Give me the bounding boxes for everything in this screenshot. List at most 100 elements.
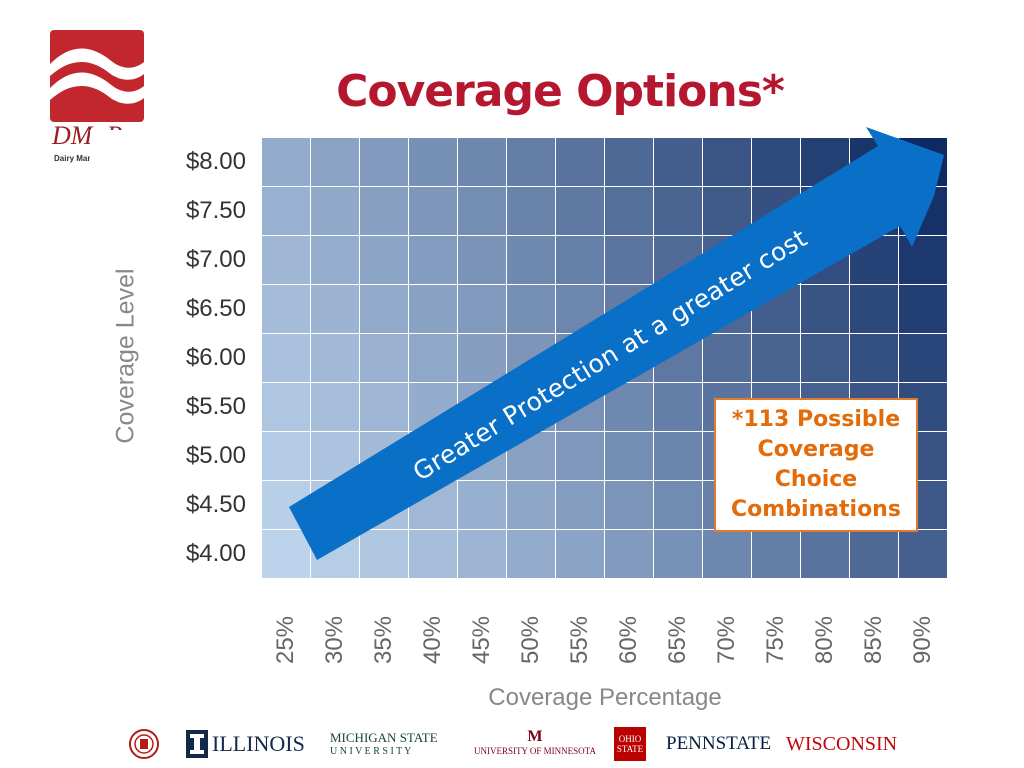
y-tick-label: $5.50 — [185, 392, 246, 420]
minnesota-text: UNIVERSITY OF MINNESOTA — [474, 746, 596, 756]
heatmap-cell — [409, 334, 457, 382]
heatmap-cell — [458, 481, 506, 529]
heatmap-cell — [311, 285, 359, 333]
x-tick-label: 80% — [810, 615, 838, 665]
heatmap-cell — [899, 334, 947, 382]
heatmap-cell — [801, 138, 849, 186]
heatmap-cell — [458, 138, 506, 186]
minnesota-m-icon: M — [527, 728, 543, 745]
heatmap-cell — [262, 432, 310, 480]
illinois-text: ILLINOIS — [212, 731, 305, 756]
x-tick-label: 40% — [419, 615, 447, 665]
page-title: Coverage Options* — [336, 66, 785, 117]
heatmap-cell — [605, 383, 653, 431]
y-tick-label: $7.00 — [185, 246, 246, 274]
heatmap-cell — [360, 383, 408, 431]
heatmap-cell — [311, 432, 359, 480]
x-tick-label: 60% — [614, 615, 642, 665]
y-tick-label: $8.00 — [185, 148, 246, 176]
x-tick-label: 30% — [321, 615, 349, 665]
cornell-seal-icon — [128, 722, 160, 766]
illinois-logo: ILLINOIS — [186, 722, 305, 766]
heatmap-cell — [605, 432, 653, 480]
logo-waves-icon — [50, 30, 144, 122]
heatmap-cell — [360, 334, 408, 382]
heatmap-cell — [507, 481, 555, 529]
heatmap-cell — [850, 285, 898, 333]
heatmap-cell — [556, 236, 604, 284]
heatmap-cell — [703, 334, 751, 382]
illinois-i-icon — [186, 730, 208, 758]
dmpp-logo: DM~P Dairy Marke — [50, 30, 144, 163]
x-tick-label: 45% — [468, 615, 496, 665]
heatmap-cell — [605, 236, 653, 284]
x-tick-label: 90% — [908, 615, 936, 665]
heatmap-cell — [605, 138, 653, 186]
heatmap-cell — [507, 187, 555, 235]
heatmap-cell — [409, 285, 457, 333]
heatmap-cell — [752, 138, 800, 186]
annotation-line-1: *113 Possible — [731, 407, 901, 432]
x-tick-label: 25% — [272, 615, 300, 665]
ohio-state-text: OHIO STATE — [614, 727, 646, 761]
msu-sub: U N I V E R S I T Y — [330, 746, 412, 757]
heatmap-cell — [801, 187, 849, 235]
heatmap-cell — [605, 530, 653, 578]
heatmap-cell — [654, 138, 702, 186]
heatmap-cell — [899, 187, 947, 235]
heatmap-cell — [458, 285, 506, 333]
y-tick-label: $4.50 — [185, 490, 246, 518]
y-tick-label: $6.50 — [185, 295, 246, 323]
heatmap-cell — [556, 138, 604, 186]
heatmap-cell — [703, 530, 751, 578]
y-tick-label: $4.00 — [185, 539, 246, 567]
annotation-box: *113 Possible Coverage Choice Combinatio… — [714, 398, 918, 532]
heatmap-cell — [752, 530, 800, 578]
x-axis-title: Coverage Percentage — [488, 684, 722, 711]
heatmap-cell — [262, 187, 310, 235]
heatmap-cell — [311, 383, 359, 431]
ohio-state-logo: OHIO STATE — [614, 722, 646, 766]
heatmap-cell — [311, 334, 359, 382]
heatmap-cell — [458, 236, 506, 284]
annotation-line-2: Coverage — [757, 437, 875, 462]
annotation-line-3: Choice — [774, 467, 858, 492]
heatmap-cell — [262, 138, 310, 186]
heatmap-cell — [409, 138, 457, 186]
heatmap-cell — [311, 138, 359, 186]
heatmap-cell — [507, 236, 555, 284]
heatmap-cell — [262, 481, 310, 529]
heatmap-cell — [654, 187, 702, 235]
heatmap-cell — [262, 383, 310, 431]
heatmap-cell — [801, 334, 849, 382]
logo-mask — [90, 130, 150, 170]
heatmap-cell — [507, 432, 555, 480]
michigan-state-logo: MICHIGAN STATE U N I V E R S I T Y — [330, 722, 438, 766]
heatmap-cell — [262, 334, 310, 382]
heatmap-cell — [654, 432, 702, 480]
heatmap-cell — [703, 187, 751, 235]
minnesota-logo: M UNIVERSITY OF MINNESOTA — [474, 722, 596, 766]
footer-logos: ILLINOIS MICHIGAN STATE U N I V E R S I … — [0, 722, 1024, 766]
heatmap-cell — [409, 383, 457, 431]
heatmap-cell — [752, 285, 800, 333]
heatmap-cell — [262, 530, 310, 578]
annotation-line-4: Combinations — [731, 497, 901, 522]
x-tick-label: 35% — [370, 615, 398, 665]
heatmap-cell — [360, 187, 408, 235]
x-tick-label: 70% — [712, 615, 740, 665]
wisconsin-logo: WISCONSIN — [786, 722, 897, 766]
heatmap-cell — [654, 481, 702, 529]
heatmap-cell — [507, 530, 555, 578]
heatmap-cell — [409, 236, 457, 284]
heatmap-cell — [605, 187, 653, 235]
y-tick-label: $5.00 — [185, 441, 246, 469]
heatmap-cell — [654, 236, 702, 284]
heatmap-cell — [409, 187, 457, 235]
heatmap-cell — [850, 530, 898, 578]
wisconsin-text: WISCONSIN — [786, 732, 898, 755]
heatmap-cell — [654, 530, 702, 578]
heatmap-cell — [556, 285, 604, 333]
heatmap-cell — [899, 285, 947, 333]
heatmap-cell — [801, 530, 849, 578]
